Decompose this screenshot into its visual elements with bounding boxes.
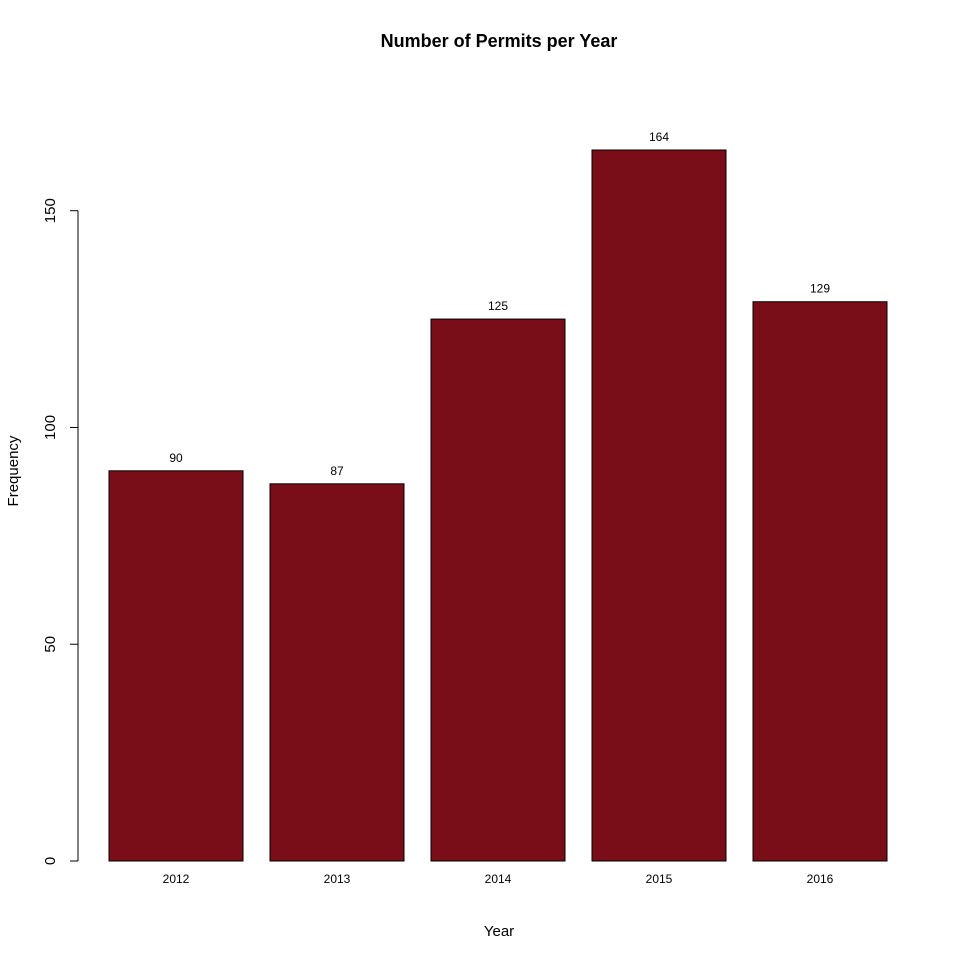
bars-group xyxy=(108,149,888,862)
x-tick-label: 2013 xyxy=(324,872,351,886)
x-tick-label: 2014 xyxy=(485,872,512,886)
x-tick-label: 2015 xyxy=(646,872,673,886)
bar-2013 xyxy=(269,483,405,862)
y-axis-label: Frequency xyxy=(5,435,22,506)
data-label: 125 xyxy=(488,299,508,313)
x-tick-labels-group: 2012 2013 2014 2015 2016 xyxy=(163,872,834,886)
data-label: 129 xyxy=(810,282,830,296)
y-tick-label: 150 xyxy=(42,198,59,223)
data-label: 164 xyxy=(649,130,669,144)
x-axis-label: Year xyxy=(484,923,514,940)
bar-2014 xyxy=(430,318,566,862)
x-tick-label: 2016 xyxy=(807,872,834,886)
chart-title: Number of Permits per Year xyxy=(381,31,618,51)
y-tick-label: 0 xyxy=(42,857,59,865)
bar-2012 xyxy=(108,470,244,862)
bar-2015 xyxy=(591,149,727,862)
y-axis: 0 50 100 150 xyxy=(42,198,79,865)
y-tick-label: 100 xyxy=(42,415,59,440)
bar-2016 xyxy=(752,301,888,862)
y-tick-label: 50 xyxy=(42,636,59,653)
data-label: 90 xyxy=(169,451,183,465)
data-label: 87 xyxy=(330,464,344,478)
x-tick-label: 2012 xyxy=(163,872,190,886)
data-labels-group: 90 87 125 164 129 xyxy=(169,130,830,478)
